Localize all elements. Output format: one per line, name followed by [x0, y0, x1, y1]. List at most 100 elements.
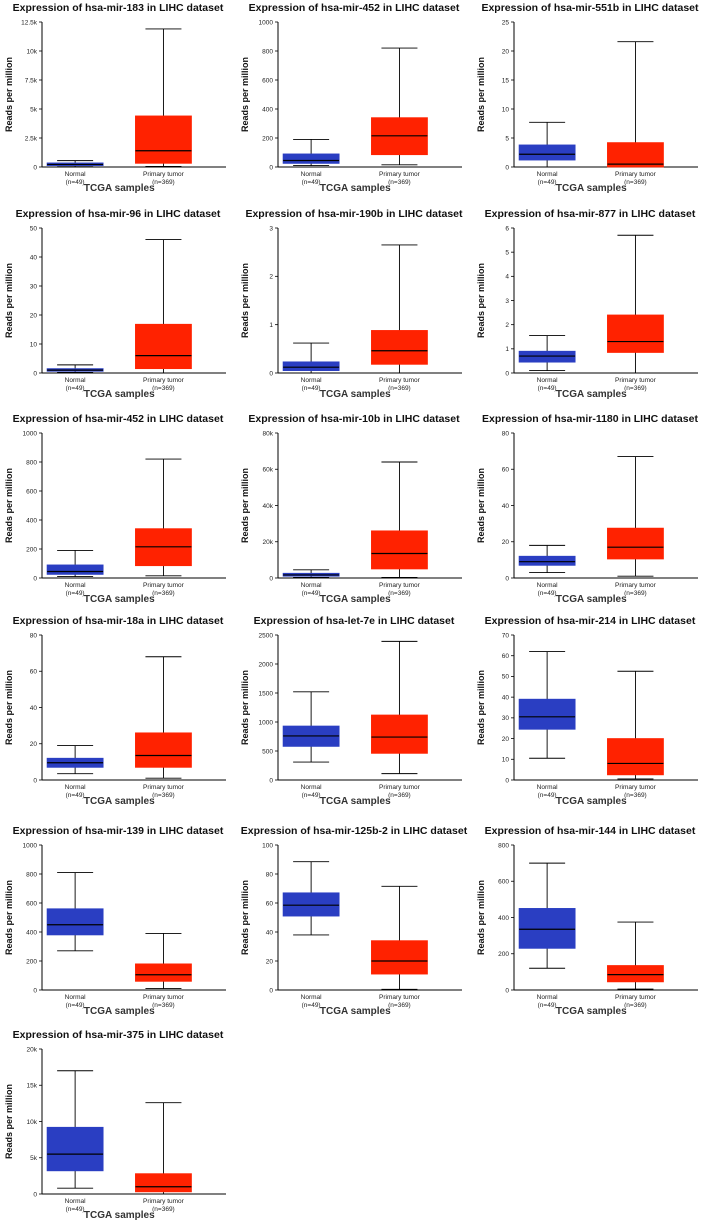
category-label: Primary tumor — [615, 784, 657, 791]
box-primary-tumor — [135, 1102, 192, 1195]
iqr-box — [135, 963, 192, 982]
category-count: (n=49) — [538, 385, 557, 392]
category-count: (n=49) — [538, 1002, 557, 1009]
chart-panel-10: Expression of hsa-mir-18a in LIHC datase… — [4, 615, 226, 807]
y-tick-label: 10 — [30, 341, 38, 348]
category-count: (n=369) — [388, 792, 411, 799]
y-tick-label: 1500 — [259, 690, 274, 697]
iqr-box — [282, 361, 340, 371]
y-tick-label: 30 — [502, 715, 510, 722]
y-tick-label: 2.5k — [25, 135, 38, 142]
iqr-box — [282, 153, 340, 164]
y-tick-label: 40k — [263, 503, 274, 510]
y-tick-label: 20 — [30, 312, 38, 319]
y-tick-label: 200 — [26, 958, 37, 965]
category-count: (n=49) — [302, 385, 321, 392]
category-label: Primary tumor — [143, 994, 185, 1001]
iqr-box — [518, 144, 576, 161]
y-tick-label: 1000 — [259, 19, 274, 26]
chart-title: Expression of hsa-mir-183 in LIHC datase… — [13, 2, 224, 14]
category-count: (n=369) — [624, 1002, 647, 1009]
iqr-box — [46, 908, 104, 936]
y-axis-label: Reads per million — [476, 880, 486, 955]
category-count: (n=369) — [388, 179, 411, 186]
box-primary-tumor — [371, 461, 428, 578]
iqr-box — [46, 1126, 104, 1172]
x-axis-label: TCGA samples — [84, 1210, 155, 1221]
chart-title: Expression of hsa-mir-139 in LIHC datase… — [13, 825, 224, 837]
y-tick-label: 100 — [262, 842, 273, 849]
category-label: Primary tumor — [615, 994, 657, 1001]
y-tick-label: 20k — [263, 539, 274, 546]
y-tick-label: 500 — [262, 748, 273, 755]
chart-title: Expression of hsa-mir-190b in LIHC datas… — [245, 208, 463, 220]
box-primary-tumor — [135, 458, 192, 577]
y-tick-label: 5k — [30, 1155, 38, 1162]
y-tick-label: 1000 — [23, 842, 38, 849]
y-axis-label: Reads per million — [4, 1084, 14, 1159]
y-tick-label: 10 — [502, 757, 510, 764]
y-tick-label: 70 — [502, 632, 510, 639]
box-normal — [282, 691, 340, 763]
y-tick-label: 15 — [502, 77, 510, 84]
category-label: Normal — [65, 1198, 87, 1205]
y-tick-label: 0 — [505, 987, 509, 994]
y-tick-label: 2500 — [259, 632, 274, 639]
iqr-box — [607, 965, 664, 983]
y-tick-label: 0 — [505, 370, 509, 377]
category-count: (n=369) — [624, 590, 647, 597]
category-count: (n=49) — [538, 179, 557, 186]
category-count: (n=369) — [624, 792, 647, 799]
category-label: Primary tumor — [379, 171, 421, 178]
y-tick-label: 0 — [269, 987, 273, 994]
y-tick-label: 200 — [262, 135, 273, 142]
y-tick-label: 800 — [26, 871, 37, 878]
y-tick-label: 1 — [269, 322, 273, 329]
iqr-box — [282, 892, 340, 917]
y-tick-label: 60 — [502, 467, 510, 474]
iqr-box — [518, 350, 576, 363]
y-tick-label: 60 — [502, 653, 510, 660]
iqr-box — [607, 527, 664, 560]
x-axis-label: TCGA samples — [556, 183, 627, 194]
chart-title: Expression of hsa-mir-144 in LIHC datase… — [485, 825, 696, 837]
category-count: (n=369) — [388, 590, 411, 597]
y-tick-label: 5k — [30, 106, 38, 113]
box-primary-tumor — [135, 239, 192, 374]
category-label: Normal — [65, 582, 87, 589]
y-tick-label: 40 — [502, 694, 510, 701]
y-tick-label: 40 — [30, 705, 38, 712]
category-label: Primary tumor — [379, 582, 421, 589]
category-count: (n=369) — [388, 1002, 411, 1009]
box-primary-tumor — [607, 234, 664, 374]
y-tick-label: 400 — [26, 929, 37, 936]
y-tick-label: 1000 — [23, 430, 38, 437]
y-tick-label: 5 — [505, 135, 509, 142]
x-axis-label: TCGA samples — [84, 183, 155, 194]
x-axis-label: TCGA samples — [320, 796, 391, 807]
box-primary-tumor — [607, 670, 664, 780]
category-count: (n=49) — [66, 792, 85, 799]
iqr-box — [607, 142, 664, 168]
category-label: Normal — [537, 377, 559, 384]
chart-title: Expression of hsa-mir-18a in LIHC datase… — [13, 615, 224, 627]
box-primary-tumor — [135, 656, 192, 779]
y-tick-label: 600 — [26, 900, 37, 907]
y-tick-label: 10 — [502, 106, 510, 113]
chart-panel-12: Expression of hsa-mir-214 in LIHC datase… — [476, 615, 698, 807]
category-label: Primary tumor — [143, 1198, 185, 1205]
category-count: (n=49) — [66, 385, 85, 392]
category-count: (n=49) — [302, 1002, 321, 1009]
chart-title: Expression of hsa-mir-125b-2 in LIHC dat… — [241, 825, 468, 837]
chart-title: Expression of hsa-mir-1180 in LIHC datas… — [482, 413, 698, 425]
chart-panel-9: Expression of hsa-mir-1180 in LIHC datas… — [476, 413, 698, 605]
chart-panel-11: Expression of hsa-let-7e in LIHC dataset… — [240, 615, 462, 807]
chart-panel-14: Expression of hsa-mir-125b-2 in LIHC dat… — [240, 825, 468, 1017]
y-tick-label: 0 — [505, 777, 509, 784]
chart-panel-2: Expression of hsa-mir-452 in LIHC datase… — [240, 2, 462, 194]
category-count: (n=49) — [302, 792, 321, 799]
y-tick-label: 7.5k — [25, 77, 38, 84]
y-tick-label: 0 — [33, 777, 37, 784]
y-axis-label: Reads per million — [4, 670, 14, 745]
y-tick-label: 12.5k — [21, 19, 38, 26]
